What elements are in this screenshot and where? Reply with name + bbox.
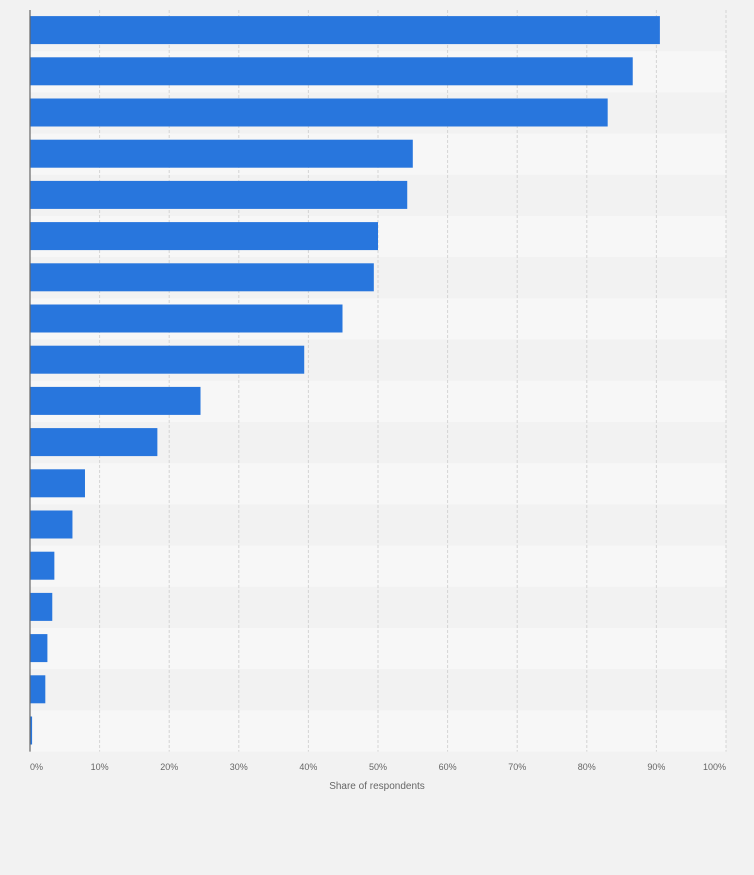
row-band bbox=[30, 463, 726, 505]
row-band bbox=[30, 628, 726, 670]
x-tick-label: 40% bbox=[299, 762, 317, 772]
bar[interactable] bbox=[30, 222, 378, 251]
bar[interactable] bbox=[30, 551, 55, 580]
gridlines bbox=[99, 10, 727, 752]
x-tick-label: 90% bbox=[647, 762, 665, 772]
bar[interactable] bbox=[30, 57, 633, 86]
bar[interactable] bbox=[30, 592, 53, 621]
bar[interactable] bbox=[30, 345, 305, 374]
bar[interactable] bbox=[30, 263, 374, 292]
x-tick-label: 30% bbox=[230, 762, 248, 772]
bar[interactable] bbox=[30, 510, 73, 539]
bars bbox=[30, 16, 660, 745]
bar[interactable] bbox=[30, 428, 158, 457]
x-tick-label: 70% bbox=[508, 762, 526, 772]
x-tick-label: 60% bbox=[439, 762, 457, 772]
bar[interactable] bbox=[30, 675, 46, 704]
x-tick-label: 0% bbox=[30, 762, 43, 772]
x-tick-label: 100% bbox=[703, 762, 726, 772]
bar[interactable] bbox=[30, 716, 33, 745]
bar[interactable] bbox=[30, 180, 408, 209]
x-tick-label: 50% bbox=[369, 762, 387, 772]
x-tick-label: 80% bbox=[578, 762, 596, 772]
x-axis-ticks: 0% 10% 20% 30% 40% 50% 60% 70% 80% 90% 100% bbox=[30, 762, 726, 772]
x-axis-label: Share of respondents bbox=[329, 781, 425, 792]
bar[interactable] bbox=[30, 304, 343, 333]
bar[interactable] bbox=[30, 139, 413, 168]
bar[interactable] bbox=[30, 634, 48, 663]
bar[interactable] bbox=[30, 469, 85, 498]
bar[interactable] bbox=[30, 98, 608, 127]
bar[interactable] bbox=[30, 16, 660, 45]
x-tick-label: 20% bbox=[160, 762, 178, 772]
x-tick-label: 10% bbox=[91, 762, 109, 772]
bar[interactable] bbox=[30, 386, 201, 415]
